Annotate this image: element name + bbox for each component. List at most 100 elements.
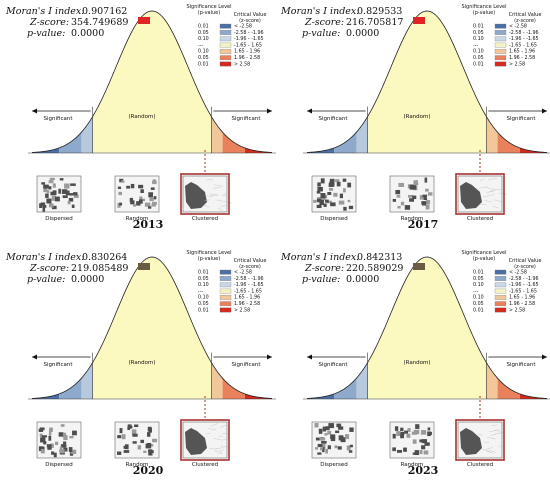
curve-right-tail-90 [486,362,498,399]
legend-z-2: -1.96 - -1.65 [234,282,264,288]
map-cell [335,430,340,434]
z-score-indicator [138,17,150,24]
map-cell [326,200,332,204]
map-cell [413,185,417,190]
map-cell [60,424,65,427]
legend-p-4: 0.10 [198,49,209,55]
legend-sig-subheader: (p-value) [473,256,495,262]
clustered-highlight-box [180,419,230,461]
map-cell [327,430,332,435]
map-cell [126,185,131,189]
map-cell [53,452,57,458]
map-cell [50,443,54,448]
map-cell [413,182,419,186]
map-cell [39,433,43,437]
significant-right-label: Significant [506,116,536,122]
map-cell [146,442,152,447]
map-cell [338,426,344,430]
map-cell [132,441,137,444]
legend-p-6: 0.01 [473,61,484,67]
curve-outline [306,256,548,399]
cell-border [204,194,213,198]
map-cell [412,452,419,455]
cell-border [215,447,224,449]
map-cell [42,205,47,208]
map-cell [61,189,68,194]
map-cell [59,178,64,181]
legend-z-1: -2.58 - -1.96 [509,30,539,36]
cell-border [212,187,221,189]
map-cell [420,430,427,435]
map-cell [409,198,415,202]
map-cell [319,437,326,441]
cell-border [220,205,226,207]
cluster-blob [185,182,207,209]
map-cell [346,445,351,451]
map-cell [42,206,46,212]
legend-p-1: 0.05 [473,30,484,36]
cell-border [488,178,497,180]
pattern-map-random [114,421,160,459]
map-cell [40,437,46,443]
legend-p-0: 0.01 [198,270,209,276]
map-cell [152,438,158,443]
map-cell [69,193,74,196]
legend-crit-subheader: (z-score) [514,264,536,270]
map-cell [134,424,139,428]
map-cell [150,450,154,454]
map-cell [46,190,50,194]
curve-right-tail-90 [211,362,223,399]
map-cell [324,433,328,436]
curve-left-tail-99 [32,393,60,399]
map-cell [153,196,157,200]
legend-p-2: 0.10 [473,282,484,288]
map-cell [150,187,155,190]
legend-swatch-1 [494,276,507,281]
map-cell [127,426,131,430]
map-cell [396,449,403,453]
legend-swatch-2 [219,282,232,288]
map-cell [316,198,321,203]
map-cell [143,450,147,453]
moran-index-label: Moran's I index: [280,252,359,263]
map-cell [419,195,424,200]
map-cell [343,206,347,211]
legend-swatch-0 [494,269,507,275]
map-cell [412,195,417,200]
map-cell [423,197,428,201]
cell-border [492,205,499,209]
map-cell [419,450,423,455]
map-cell [48,180,54,184]
map-cell [411,431,417,435]
cell-border [213,438,223,441]
year-label: 2017 [408,218,439,231]
legend-crit-subheader: (z-score) [239,264,261,270]
legend-p-2: 0.10 [198,36,209,42]
legend-swatch-6 [494,307,507,313]
right-arrowhead [542,108,547,114]
pattern-map-dispersed [36,175,82,213]
pattern-label-dispersed: Dispersed [320,216,348,222]
legend-p-0: 0.01 [473,24,484,30]
curve-right-tail-99 [519,393,547,399]
legend-swatch-5 [219,55,232,61]
cell-border [479,203,487,206]
legend-z-2: -1.96 - -1.65 [234,36,264,42]
map-cell [324,199,329,203]
significant-right-label: Significant [506,362,536,368]
cell-border [209,193,219,196]
map-cell [328,423,335,429]
legend-swatch-2 [494,36,507,42]
map-cell [130,183,135,189]
map-cell [130,200,135,205]
z-score-label: Z-score: [304,17,344,28]
map-cell [327,445,331,450]
map-cell [58,188,61,194]
map-cell [337,446,342,450]
map-cell [400,201,405,206]
map-cell [423,450,429,455]
map-cell [63,441,67,445]
map-cell [48,430,52,436]
legend-p-6: 0.01 [198,307,209,313]
map-cell [347,199,351,203]
